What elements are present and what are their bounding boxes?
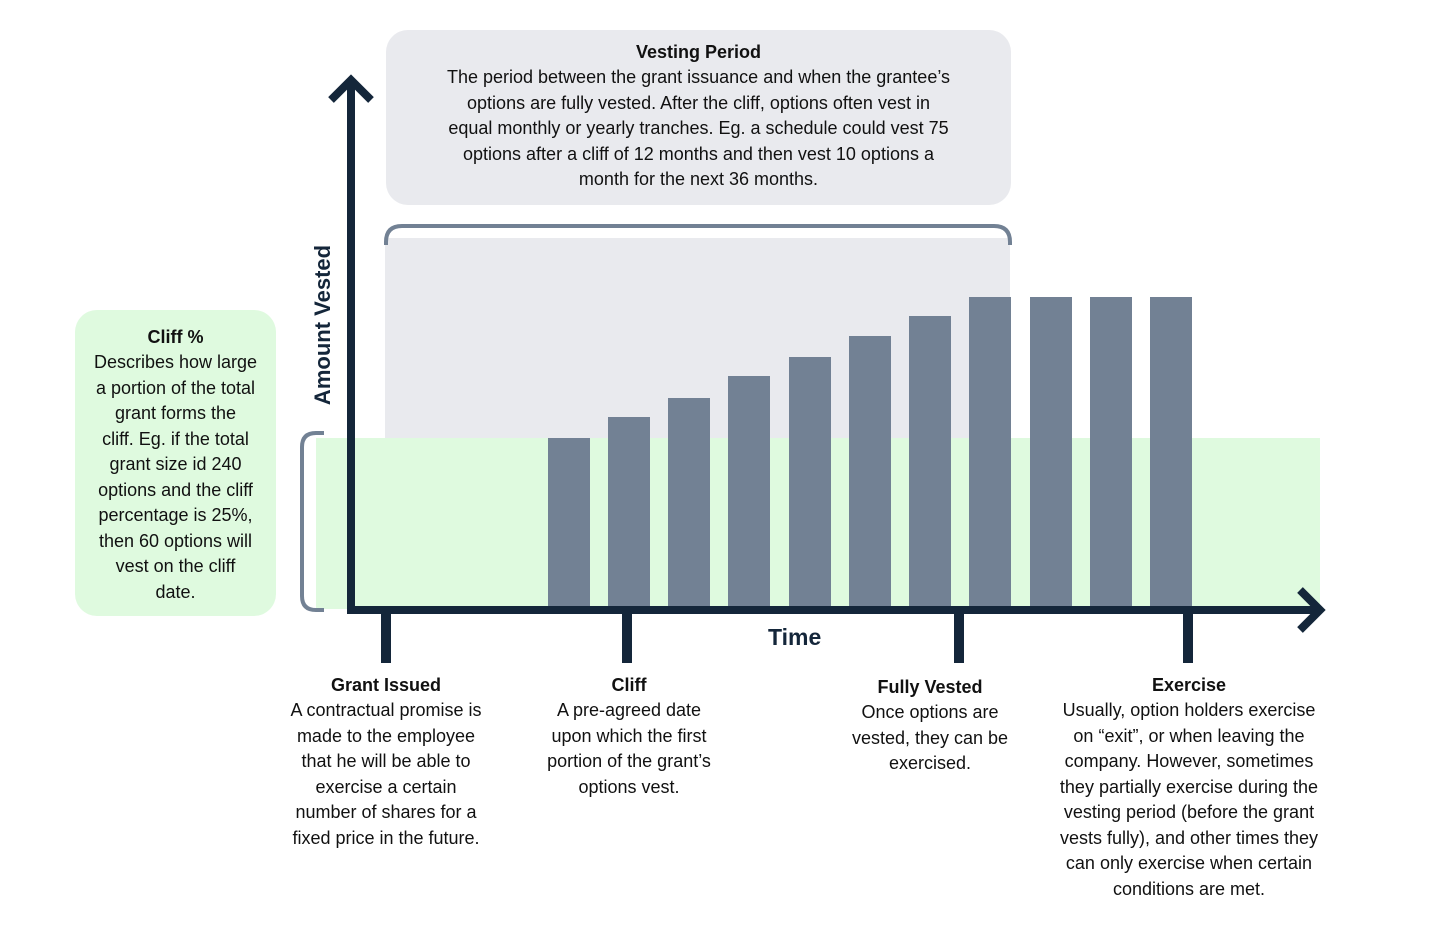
milestone-line: fixed price in the future. [292, 827, 480, 848]
milestone-line: A pre-agreed date [556, 700, 702, 720]
tick-cliff [622, 610, 632, 663]
milestone-line: vests fully), and other times they [1059, 827, 1319, 848]
cliff-percent-line: then 60 options will [98, 530, 253, 551]
bar-5 [789, 357, 831, 609]
x-axis [347, 587, 1326, 633]
milestone-line: on “exit”, or when leaving the [1073, 725, 1305, 746]
bar-8 [969, 297, 1011, 609]
bar-6 [849, 336, 891, 609]
milestone-line: vesting period (before the grant [1063, 802, 1315, 822]
milestone-cliff: Cliff A pre-agreed date upon which the f… [509, 672, 749, 800]
milestone-line: can only exercise when certain [1065, 853, 1313, 873]
vesting-period-line: equal monthly or yearly tranches. Eg. a … [448, 118, 949, 138]
bar-11 [1150, 297, 1192, 609]
bar-4 [728, 376, 770, 609]
tick-exercise [1183, 610, 1193, 663]
milestone-exercise: Exercise Usually, option holders exercis… [1039, 672, 1339, 902]
milestone-line: A contractual promise is [290, 700, 482, 720]
vesting-period-line: options are fully vested. After the clif… [467, 92, 930, 113]
milestone-line: vested, they can be [851, 727, 1009, 748]
cliff-percent-line: cliff. Eg. if the total [102, 428, 249, 449]
vesting-period-bracket [384, 224, 1012, 245]
vesting-period-line: options after a cliff of 12 months and t… [463, 143, 934, 164]
milestone-fully-vested: Fully Vested Once options are vested, th… [820, 674, 1040, 777]
milestone-line: number of shares for a [295, 802, 477, 822]
cliff-percent-callout: Cliff % Describes how large a portion of… [75, 310, 276, 616]
milestone-line: that he will be able to [301, 751, 471, 771]
milestone-line: portion of the grant’s [547, 751, 711, 771]
milestone-title: Fully Vested [877, 677, 983, 697]
cliff-percent-line: grant size id 240 [109, 454, 242, 474]
tick-grant-issued [381, 610, 391, 663]
cliff-percent-title: Cliff % [147, 327, 204, 347]
vesting-period-title: Vesting Period [635, 42, 762, 62]
milestone-title: Exercise [1151, 675, 1227, 695]
bar-2 [608, 417, 650, 609]
milestone-line: Once options are [861, 702, 999, 722]
bar-1 [548, 438, 590, 609]
y-axis [328, 74, 374, 614]
milestone-line: options vest. [578, 776, 680, 797]
bar-3 [668, 398, 710, 609]
cliff-percent-line: date. [155, 581, 196, 602]
bar-10 [1090, 297, 1132, 609]
milestone-line: exercised. [888, 753, 972, 773]
vesting-period-line: month for the next 36 months. [578, 169, 819, 189]
cliff-percent-line: vest on the cliff [115, 556, 236, 576]
milestone-line: company. However, sometimes [1064, 751, 1314, 771]
cliff-percent-line: Describes how large [93, 352, 258, 372]
milestone-line: conditions are met. [1112, 878, 1266, 899]
cliff-bracket [300, 431, 324, 612]
cliff-percent-line: percentage is 25%, [98, 505, 253, 525]
milestone-title: Grant Issued [330, 675, 442, 695]
x-axis-label: Time [768, 624, 822, 650]
vesting-period-line: The period between the grant issuance an… [446, 67, 950, 87]
bar-9 [1030, 297, 1072, 609]
cliff-percent-line: options and the cliff [98, 479, 253, 500]
milestone-line: they partially exercise during the [1059, 776, 1319, 797]
milestone-line: Usually, option holders exercise [1062, 700, 1316, 720]
cliff-percent-line: a portion of the total [95, 377, 256, 398]
milestone-line: upon which the first [551, 725, 707, 746]
milestone-title: Cliff [611, 675, 647, 695]
y-axis-label: Amount Vested [310, 244, 335, 406]
cliff-percent-line: grant forms the [114, 403, 237, 423]
vesting-period-callout: Vesting Period The period between the gr… [386, 30, 1011, 205]
milestone-line: exercise a certain [315, 776, 457, 797]
milestone-line: made to the employee [296, 725, 476, 746]
bar-7 [909, 316, 951, 609]
milestone-grant-issued: Grant Issued A contractual promise is ma… [256, 672, 516, 851]
tick-fully-vested [954, 610, 964, 663]
